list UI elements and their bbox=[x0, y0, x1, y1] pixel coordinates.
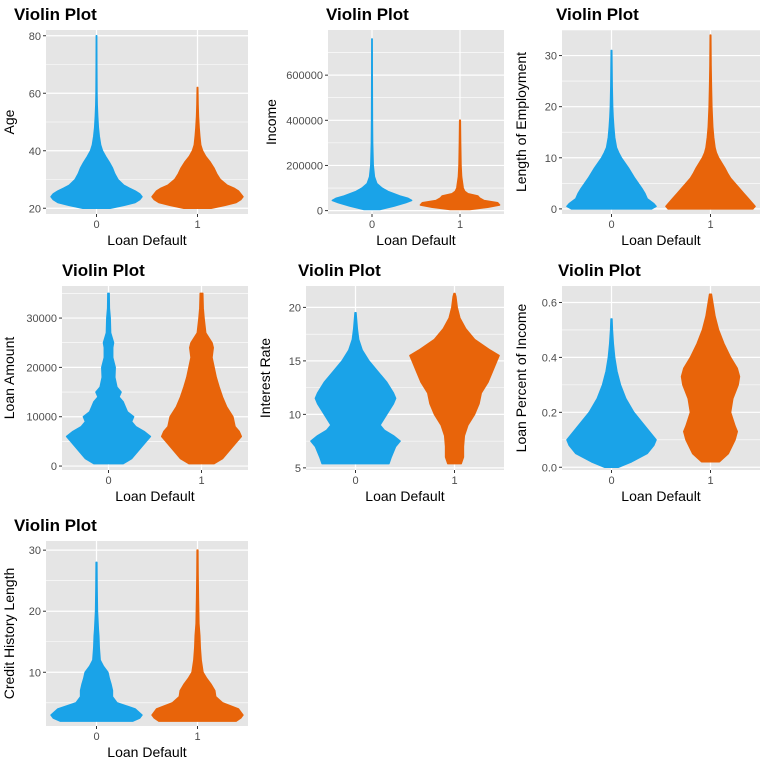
violin-default-1 bbox=[409, 292, 500, 465]
y-axis-title: Income bbox=[263, 99, 279, 145]
panel-title: Violin Plot bbox=[326, 5, 409, 24]
y-tick-label: 15 bbox=[289, 356, 301, 368]
x-tick-label: 0 bbox=[352, 475, 358, 487]
y-tick-label: 400000 bbox=[286, 115, 323, 127]
panel-title: Violin Plot bbox=[558, 261, 641, 280]
y-tick-label: 0.2 bbox=[542, 407, 557, 419]
violin-panel-3: 0 10 20 30 0 1 Violin Plot Loan Default Length o… bbox=[513, 5, 760, 248]
violin-default-1 bbox=[665, 34, 756, 210]
y-tick-label: 0.6 bbox=[542, 297, 557, 309]
x-tick-label: 1 bbox=[194, 731, 200, 743]
violin-panel-5: 5 10 15 20 0 1 Violin Plot Loan Default Interest… bbox=[257, 261, 504, 504]
y-tick-label: 60 bbox=[29, 88, 41, 100]
y-tick-label: 0 bbox=[51, 461, 57, 473]
violin-default-1 bbox=[151, 549, 244, 722]
x-axis-title: Loan Default bbox=[107, 232, 187, 248]
x-axis-title: Loan Default bbox=[115, 488, 195, 504]
y-tick-label: 5 bbox=[295, 463, 301, 475]
panel-title: Violin Plot bbox=[14, 516, 97, 535]
x-tick-label: 1 bbox=[707, 475, 713, 487]
y-tick-label: 20 bbox=[29, 203, 41, 215]
y-tick-label: 80 bbox=[29, 31, 41, 43]
y-tick-label: 10 bbox=[29, 667, 41, 679]
y-axis-title: Loan Amount bbox=[1, 337, 17, 420]
x-axis-title: Loan Default bbox=[621, 232, 701, 248]
x-axis-title: Loan Default bbox=[365, 488, 445, 504]
x-tick-label: 0 bbox=[93, 731, 99, 743]
panel-title: Violin Plot bbox=[298, 261, 381, 280]
plot-panel-background bbox=[328, 30, 504, 214]
y-axis-title: Credit History Length bbox=[1, 568, 17, 700]
y-tick-label: 30 bbox=[29, 545, 41, 557]
y-tick-label: 30000 bbox=[26, 313, 57, 325]
x-axis-title: Loan Default bbox=[376, 232, 456, 248]
x-tick-label: 1 bbox=[198, 475, 204, 487]
violin-default-1 bbox=[680, 293, 741, 463]
x-tick-label: 1 bbox=[707, 219, 713, 231]
y-axis-title: Interest Rate bbox=[257, 338, 273, 418]
x-tick-label: 0 bbox=[93, 219, 99, 231]
violin-panel-6: 0.0 0.2 0.4 0.6 0 1 Violin Plot Loan Default Loa… bbox=[513, 261, 760, 504]
x-tick-label: 0 bbox=[105, 475, 111, 487]
violin-default-0 bbox=[50, 35, 143, 209]
y-tick-label: 200000 bbox=[286, 160, 323, 172]
violin-default-0 bbox=[310, 311, 401, 465]
y-tick-label: 0.4 bbox=[542, 352, 557, 364]
violin-default-0 bbox=[566, 49, 657, 210]
y-tick-label: 40 bbox=[29, 146, 41, 158]
violin-default-1 bbox=[160, 292, 243, 465]
violin-default-0 bbox=[566, 318, 657, 469]
y-tick-label: 0 bbox=[551, 204, 557, 216]
x-tick-label: 1 bbox=[457, 219, 463, 231]
y-tick-label: 30 bbox=[545, 51, 557, 63]
violin-panel-2: 0 200000 400000 600000 0 1 Violin Plot Loan Def… bbox=[263, 5, 504, 248]
x-tick-label: 1 bbox=[194, 219, 200, 231]
violin-panel-7: 10 20 30 0 1 Violin Plot Loan Default Credit Hi… bbox=[1, 516, 248, 760]
y-axis-title: Age bbox=[1, 109, 17, 134]
panel-title: Violin Plot bbox=[556, 5, 639, 24]
violin-default-0 bbox=[331, 38, 413, 211]
y-axis-title: Length of Employment bbox=[513, 52, 529, 192]
x-tick-label: 0 bbox=[608, 475, 614, 487]
panel-title: Violin Plot bbox=[14, 5, 97, 24]
y-tick-label: 10 bbox=[545, 153, 557, 165]
violin-default-1 bbox=[151, 86, 244, 209]
violin-default-1 bbox=[419, 119, 501, 211]
y-tick-label: 10 bbox=[289, 409, 301, 421]
y-tick-label: 600000 bbox=[286, 70, 323, 82]
y-tick-label: 20 bbox=[545, 102, 557, 114]
x-tick-label: 0 bbox=[608, 219, 614, 231]
x-tick-label: 1 bbox=[451, 475, 457, 487]
violin-default-0 bbox=[65, 292, 152, 465]
y-tick-label: 10000 bbox=[26, 412, 57, 424]
y-tick-label: 20 bbox=[29, 606, 41, 618]
x-tick-label: 0 bbox=[369, 219, 375, 231]
y-tick-label: 0.0 bbox=[542, 462, 557, 474]
violin-panel-1: 20 40 60 80 0 1 Violin Plot Loan Default Age bbox=[1, 5, 248, 248]
x-axis-title: Loan Default bbox=[107, 744, 187, 760]
violin-panel-4: 0 10000 20000 30000 0 1 Violin Plot Loan Defaul… bbox=[1, 261, 248, 504]
y-tick-label: 0 bbox=[317, 206, 323, 218]
panel-title: Violin Plot bbox=[62, 261, 145, 280]
y-axis-title: Loan Percent of Income bbox=[513, 303, 529, 452]
violin-default-0 bbox=[50, 561, 143, 722]
y-tick-label: 20000 bbox=[26, 362, 57, 374]
y-tick-label: 20 bbox=[289, 302, 301, 314]
x-axis-title: Loan Default bbox=[621, 488, 701, 504]
